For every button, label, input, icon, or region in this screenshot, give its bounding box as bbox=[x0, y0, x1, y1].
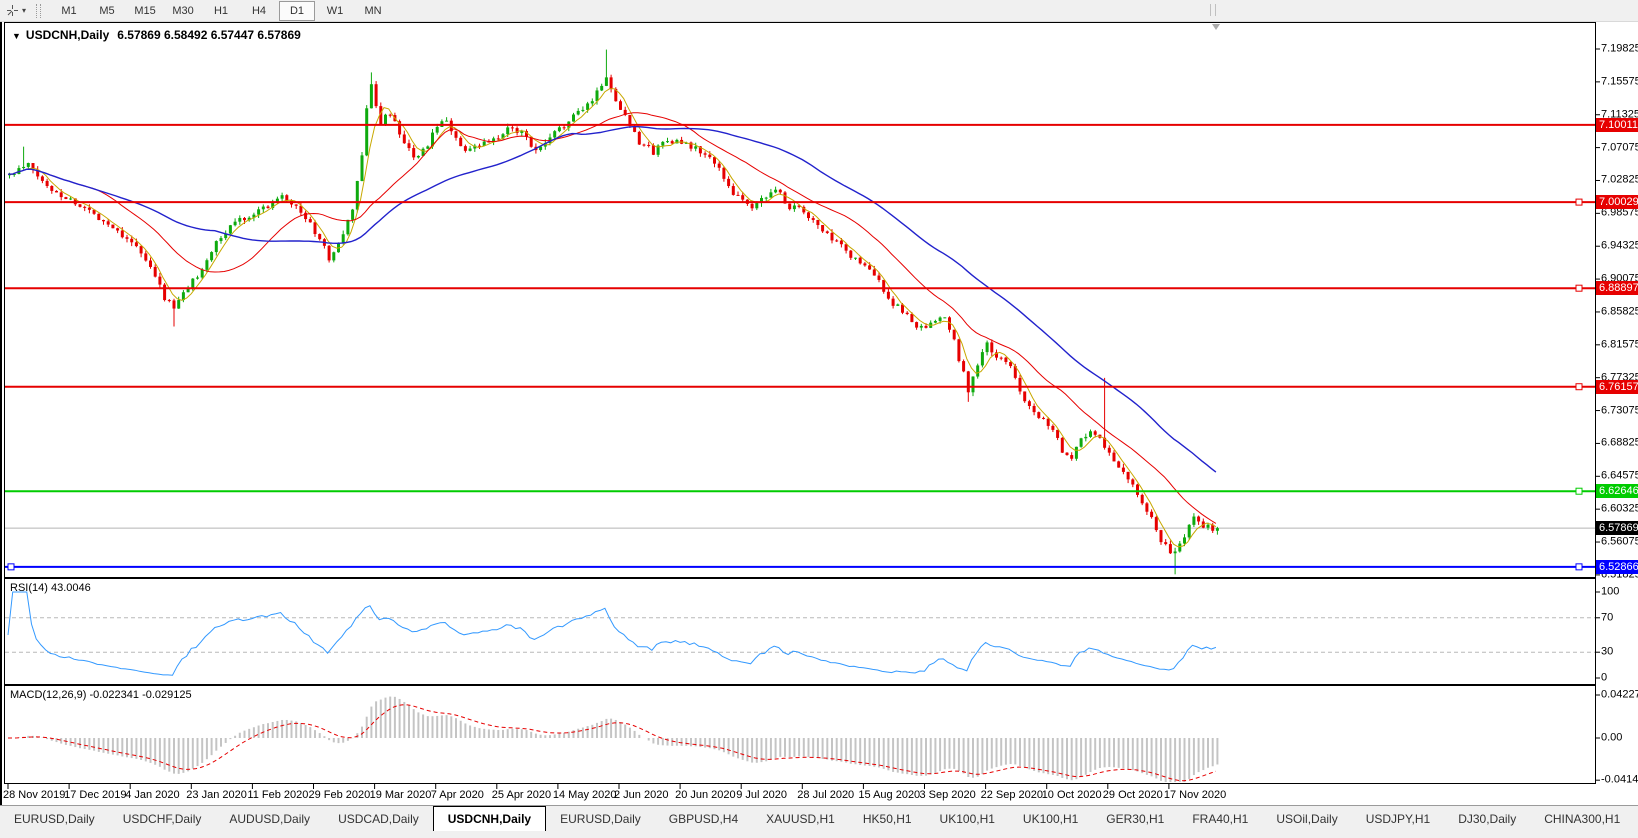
date-axis-label: 17 Nov 2020 bbox=[1163, 789, 1227, 801]
date-axis-label: 17 Dec 2019 bbox=[64, 789, 127, 801]
toolbar-right-grip bbox=[1210, 4, 1216, 16]
tab-usdjpy-h1[interactable]: USDJPY,H1 bbox=[1365, 811, 1431, 826]
date-axis-label: 20 Jun 2020 bbox=[675, 789, 736, 801]
tab-uk100-h1[interactable]: UK100,H1 bbox=[1022, 811, 1079, 826]
timeframe-button-mn[interactable]: MN bbox=[364, 4, 382, 17]
chart-symbol-label: USDCNH,Daily bbox=[25, 28, 110, 42]
level-price-label: 6.62646 bbox=[1596, 484, 1638, 499]
timeframe-button-h1[interactable]: H1 bbox=[213, 4, 229, 17]
tab-dj30-daily[interactable]: DJ30,Daily bbox=[1458, 811, 1517, 826]
date-axis-label: 28 Jul 2020 bbox=[797, 789, 855, 801]
price-tick-label: 6.56075 bbox=[1601, 535, 1638, 548]
rsi-tick-label: 70 bbox=[1601, 611, 1614, 624]
price-tick-label: 7.07075 bbox=[1601, 141, 1638, 154]
price-tick-label: 7.15575 bbox=[1601, 75, 1638, 88]
status-strip bbox=[0, 831, 1638, 838]
price-tick-label: 6.85825 bbox=[1601, 305, 1638, 318]
tab-fra40-h1[interactable]: FRA40,H1 bbox=[1192, 811, 1249, 826]
tab-usoil-h1[interactable]: USOil,H1 bbox=[1634, 807, 1638, 832]
tab-ger30-h1[interactable]: GER30,H1 bbox=[1106, 811, 1165, 826]
date-axis-label: 15 Aug 2020 bbox=[858, 789, 921, 801]
rsi-indicator-label: RSI(14) 43.0046 bbox=[10, 582, 91, 594]
main-chart-panel[interactable] bbox=[4, 22, 1596, 578]
date-axis-label: 23 Jan 2020 bbox=[186, 789, 247, 801]
price-tick-label: 7.02825 bbox=[1601, 173, 1638, 186]
level-price-label: 6.88897 bbox=[1596, 281, 1638, 296]
date-axis-label: 4 Jan 2020 bbox=[125, 789, 180, 801]
price-tick-label: 7.11325 bbox=[1601, 108, 1638, 121]
tab-usdcad-daily[interactable]: USDCAD,Daily bbox=[338, 811, 419, 826]
date-axis-label: 29 Oct 2020 bbox=[1102, 789, 1163, 801]
timeframe-button-m1[interactable]: M1 bbox=[61, 4, 77, 17]
level-price-label: 7.00029 bbox=[1596, 195, 1638, 210]
price-tick-label: 6.51825 bbox=[1601, 568, 1638, 581]
date-axis-label: 28 Nov 2019 bbox=[3, 789, 66, 801]
price-tick-label: 7.19825 bbox=[1601, 42, 1638, 55]
date-axis-label: 22 Sep 2020 bbox=[980, 789, 1043, 801]
chart-menu-icon[interactable]: ▼ bbox=[12, 31, 21, 41]
date-axis-label: 11 Feb 2020 bbox=[247, 789, 309, 801]
rsi-tick-label: 100 bbox=[1601, 585, 1620, 598]
price-tick-label: 6.81575 bbox=[1601, 338, 1638, 351]
date-axis-label: 19 Mar 2020 bbox=[369, 789, 432, 801]
chart-title: ▼ USDCNH,Daily 6.57869 6.58492 6.57447 6.5… bbox=[12, 28, 301, 42]
timeframe-buttons: M1 M5 M15 M30 H1 H4 D1 W1 MN bbox=[51, 0, 391, 21]
macd-tick-label: 0.042275 bbox=[1601, 688, 1638, 701]
date-axis-label: 14 May 2020 bbox=[552, 789, 617, 801]
date-axis-label: 29 Feb 2020 bbox=[308, 789, 371, 801]
date-axis-label: 7 Apr 2020 bbox=[430, 789, 484, 801]
timeframe-toolbar: ▾ M1 M5 M15 M30 H1 H4 D1 W1 MN bbox=[0, 0, 1638, 22]
price-tick-label: 6.94325 bbox=[1601, 239, 1638, 252]
tab-usdcnh-daily[interactable]: USDCNH,Daily bbox=[432, 806, 547, 832]
rsi-panel[interactable] bbox=[4, 578, 1596, 685]
timeframe-button-m30[interactable]: M30 bbox=[172, 4, 194, 17]
timeframe-button-w1[interactable]: W1 bbox=[326, 4, 344, 17]
macd-tick-label: 0.00 bbox=[1601, 731, 1623, 744]
price-tick-label: 6.68825 bbox=[1601, 436, 1638, 449]
tab-uk100-h1[interactable]: UK100,H1 bbox=[939, 811, 995, 826]
tab-usdchf-daily[interactable]: USDCHF,Daily bbox=[122, 811, 202, 826]
tab-china300-h1[interactable]: CHINA300,H1 bbox=[1544, 811, 1621, 826]
toolbar-dropdown-arrow-icon[interactable]: ▾ bbox=[22, 6, 27, 15]
tab-xauusd-h1[interactable]: XAUUSD,H1 bbox=[766, 811, 835, 826]
timeframe-button-m15[interactable]: M15 bbox=[134, 4, 156, 17]
macd-indicator-label: MACD(12,26,9) -0.022341 -0.029125 bbox=[10, 689, 192, 701]
tab-gbpusd-h4[interactable]: GBPUSD,H4 bbox=[668, 811, 739, 826]
chart-ohlc-values: 6.57869 6.58492 6.57447 6.57869 bbox=[117, 28, 301, 42]
price-tick-label: 6.60325 bbox=[1601, 502, 1638, 515]
level-price-label: 6.52866 bbox=[1596, 559, 1638, 574]
tab-audusd-daily[interactable]: AUDUSD,Daily bbox=[229, 811, 311, 826]
price-tick-label: 6.90075 bbox=[1601, 272, 1638, 285]
tab-usoil-daily[interactable]: USOil,Daily bbox=[1276, 811, 1338, 826]
level-price-label: 7.10011 bbox=[1596, 117, 1638, 132]
price-tick-label: 6.64575 bbox=[1601, 469, 1638, 482]
timeframe-button-h4[interactable]: H4 bbox=[251, 4, 267, 17]
tab-hk50-h1[interactable]: HK50,H1 bbox=[862, 811, 912, 826]
macd-panel[interactable] bbox=[4, 685, 1596, 784]
rsi-tick-label: 30 bbox=[1601, 645, 1614, 658]
date-axis-label: 3 Sep 2020 bbox=[919, 789, 976, 801]
chart-tab-bar: EURUSD,Daily USDCHF,Daily AUDUSD,Daily USDC… bbox=[0, 805, 1638, 832]
crosshair-cursor-icon[interactable] bbox=[4, 3, 20, 19]
date-axis-label: 9 Jul 2020 bbox=[736, 789, 787, 801]
toolbar-grip bbox=[36, 3, 42, 18]
price-tick-label: 6.98575 bbox=[1601, 206, 1638, 219]
window-left-border bbox=[0, 22, 2, 805]
tab-eurusd-daily[interactable]: EURUSD,Daily bbox=[14, 811, 95, 826]
macd-tick-label: -0.04148 bbox=[1601, 773, 1638, 786]
rsi-tick-label: 0 bbox=[1601, 671, 1608, 684]
tab-eurusd-daily[interactable]: EURUSD,Daily bbox=[560, 811, 641, 826]
timeframe-button-m5[interactable]: M5 bbox=[99, 4, 115, 17]
date-axis-label: 25 Apr 2020 bbox=[491, 789, 552, 801]
timeframe-button-d1[interactable]: D1 bbox=[279, 0, 316, 21]
current-price-label: 6.57869 bbox=[1596, 521, 1638, 536]
date-axis-label: 10 Oct 2020 bbox=[1041, 789, 1102, 801]
date-axis-label: 2 Jun 2020 bbox=[614, 789, 669, 801]
level-price-label: 6.76157 bbox=[1596, 379, 1638, 394]
price-tick-label: 6.77325 bbox=[1601, 371, 1638, 384]
price-tick-label: 6.73075 bbox=[1601, 404, 1638, 417]
